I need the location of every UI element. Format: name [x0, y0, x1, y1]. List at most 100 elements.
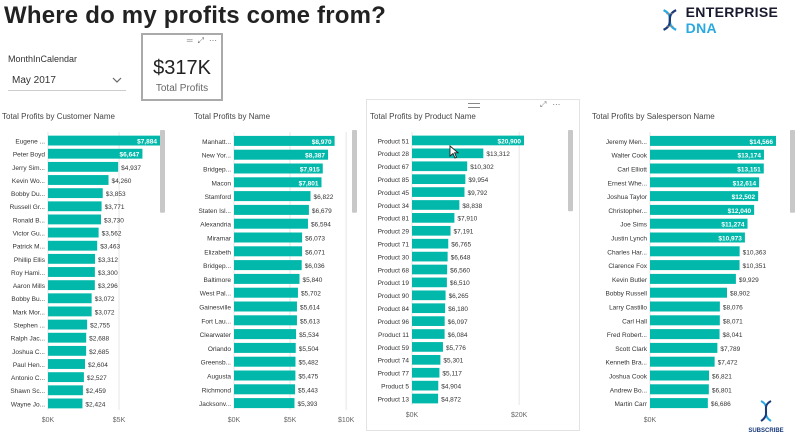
drag-handle-icon[interactable]: [468, 103, 480, 108]
bar[interactable]: [412, 393, 439, 404]
bar[interactable]: [48, 293, 92, 304]
subscribe-button[interactable]: SUBSCRIBE: [744, 400, 788, 434]
bar[interactable]: [48, 188, 103, 199]
bar[interactable]: [48, 372, 84, 383]
bar[interactable]: [48, 359, 85, 369]
bar[interactable]: [412, 264, 448, 275]
bar[interactable]: [412, 200, 460, 210]
bar[interactable]: [48, 201, 102, 212]
bar[interactable]: [234, 398, 295, 409]
bar[interactable]: [48, 214, 101, 225]
focus-mode-icon[interactable]: ⤢: [197, 36, 204, 45]
bar[interactable]: [412, 238, 449, 249]
scrollbar[interactable]: [352, 130, 357, 213]
bar[interactable]: [412, 290, 446, 301]
bar[interactable]: [412, 161, 468, 172]
scrollbar[interactable]: [160, 130, 165, 213]
more-options-icon[interactable]: ⋯: [552, 100, 561, 109]
drag-handle-icon[interactable]: ═: [186, 36, 193, 45]
bar[interactable]: [48, 148, 143, 159]
bar[interactable]: [650, 398, 708, 409]
bar[interactable]: [650, 273, 736, 284]
bar[interactable]: [234, 218, 308, 229]
bar[interactable]: [650, 356, 715, 367]
bar[interactable]: [650, 135, 776, 146]
bar[interactable]: [48, 240, 98, 251]
bar[interactable]: [650, 177, 760, 188]
bar[interactable]: [234, 232, 303, 243]
bar[interactable]: [48, 306, 92, 317]
bar[interactable]: [48, 267, 95, 277]
bar[interactable]: [48, 175, 109, 185]
more-options-icon[interactable]: ⋯: [209, 36, 217, 45]
bar[interactable]: [234, 273, 300, 284]
bar[interactable]: [412, 135, 524, 146]
bar[interactable]: [412, 354, 441, 365]
chart-name[interactable]: Total Profits by Name $0K $5K $10K Manhatt.…: [194, 112, 366, 434]
chevron-down-icon[interactable]: [112, 77, 122, 83]
bar[interactable]: [412, 303, 446, 314]
bar[interactable]: [48, 385, 83, 396]
bar[interactable]: [234, 149, 329, 160]
bar[interactable]: [234, 315, 297, 326]
bar[interactable]: [48, 135, 160, 146]
bar[interactable]: [650, 191, 759, 202]
bar[interactable]: [48, 253, 96, 264]
bar[interactable]: [234, 384, 296, 395]
bar[interactable]: [412, 277, 447, 288]
bar[interactable]: [234, 301, 297, 312]
bar[interactable]: [234, 135, 335, 146]
bar[interactable]: [48, 319, 88, 330]
bar[interactable]: [650, 370, 710, 381]
bar[interactable]: [234, 356, 296, 367]
scrollbar[interactable]: [790, 130, 795, 213]
bar[interactable]: [48, 280, 95, 291]
bar[interactable]: [234, 329, 297, 340]
bar[interactable]: [48, 398, 83, 409]
chart-product[interactable]: Total Profits by Product Name $0K $20K Pro…: [370, 112, 576, 430]
scrollbar[interactable]: [568, 130, 573, 212]
bar[interactable]: [412, 316, 445, 326]
bar[interactable]: [412, 329, 445, 339]
bar[interactable]: [650, 315, 720, 326]
bar[interactable]: [412, 213, 455, 223]
bar[interactable]: [48, 161, 119, 172]
bar[interactable]: [650, 246, 740, 257]
bar[interactable]: [650, 204, 755, 215]
bar[interactable]: [412, 380, 439, 391]
chart-customer[interactable]: Total Profits by Customer Name $0K $5K Eug…: [2, 112, 174, 434]
bar[interactable]: [650, 163, 764, 174]
month-dropdown[interactable]: May 2017: [8, 70, 126, 91]
bar[interactable]: [234, 191, 311, 202]
bar[interactable]: [650, 218, 748, 229]
bar[interactable]: [234, 287, 298, 298]
bar[interactable]: [412, 187, 465, 197]
bar[interactable]: [48, 345, 87, 356]
bar[interactable]: [650, 149, 764, 160]
focus-mode-icon[interactable]: ⤢: [540, 100, 547, 109]
bar[interactable]: [650, 287, 728, 298]
bar[interactable]: [234, 177, 322, 188]
bar[interactable]: [48, 332, 87, 343]
bar[interactable]: [412, 251, 448, 262]
bar[interactable]: [650, 301, 720, 312]
bar[interactable]: [234, 342, 296, 353]
bar[interactable]: [650, 342, 718, 353]
month-slicer[interactable]: MonthInCalendar May 2017: [8, 54, 126, 91]
bar[interactable]: [650, 329, 720, 340]
bar[interactable]: [234, 163, 323, 174]
bar[interactable]: [412, 342, 443, 352]
bar[interactable]: [234, 260, 302, 271]
chart-salesperson[interactable]: Total Profits by Salesperson Name $0K Jer…: [592, 112, 798, 434]
bar[interactable]: [412, 225, 451, 236]
bar[interactable]: [412, 174, 466, 185]
bar[interactable]: [650, 260, 740, 271]
total-profits-card[interactable]: ═ ⤢ ⋯ $317K Total Profits: [141, 33, 223, 101]
bar[interactable]: [234, 204, 309, 215]
bar[interactable]: [650, 232, 745, 243]
bar[interactable]: [412, 148, 484, 159]
bar[interactable]: [412, 367, 440, 378]
bar[interactable]: [48, 227, 99, 238]
bar[interactable]: [650, 384, 709, 395]
bar[interactable]: [234, 370, 296, 381]
